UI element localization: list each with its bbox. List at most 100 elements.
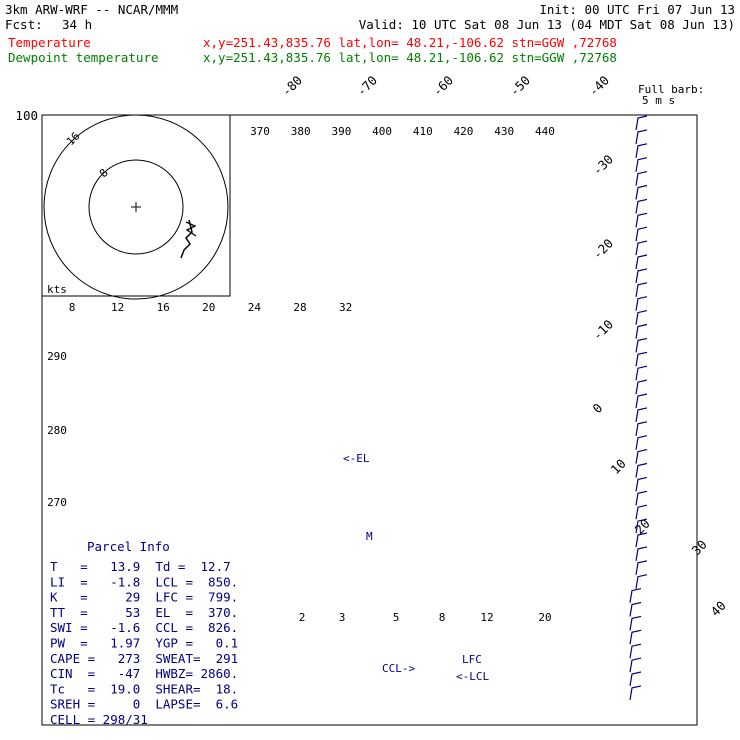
wind-barb (635, 435, 648, 450)
lcl-marker: <-LCL (456, 670, 489, 683)
theta-left-label: 280 (47, 424, 67, 437)
isotherm-label: -30 (590, 152, 617, 179)
wind-barb (635, 476, 648, 492)
parcel-info-row: CELL = 298/31 (50, 712, 148, 727)
m-marker: M (366, 530, 373, 543)
valid-time: Valid: 10 UTC Sat 08 Jun 13 (04 MDT Sat … (359, 17, 735, 32)
wind-barb (629, 657, 642, 673)
wind-barb (635, 532, 648, 548)
mixing-ratio-label: 12 (480, 611, 493, 624)
wind-barb (635, 490, 648, 506)
isotherm-label: -70 (354, 73, 381, 100)
mixing-ratio-label: 5 (393, 611, 400, 624)
wind-barb (635, 212, 648, 228)
parcel-info-row: T = 13.9 Td = 12.7 (50, 559, 231, 574)
theta-label: 430 (494, 125, 514, 138)
speed-scale-label: 12 (111, 301, 124, 314)
theta-label: 380 (291, 125, 311, 138)
wind-barb (635, 282, 648, 297)
temperature-location: x,y=251.43,835.76 lat,lon= 48.21,-106.62… (203, 35, 617, 50)
wind-barb (629, 671, 642, 687)
isotherm-label: 40 (708, 598, 729, 619)
isotherm-label: -50 (507, 73, 534, 100)
dewpoint-location: x,y=251.43,835.76 lat,lon= 48.21,-106.62… (203, 50, 617, 65)
mixing-ratio-label: 8 (439, 611, 446, 624)
wind-barb (635, 574, 648, 589)
wind-barb (629, 685, 642, 700)
speed-scale-label: 8 (69, 301, 76, 314)
speed-scale-label: 16 (157, 301, 170, 314)
isotherm-label: -20 (590, 236, 617, 263)
speed-scale-label: 20 (202, 301, 215, 314)
wind-barb (635, 421, 648, 436)
isotherm-label: -40 (586, 73, 613, 100)
theta-label: 400 (372, 125, 392, 138)
pressure-tick-label: 100 (15, 108, 38, 123)
wind-barb (635, 254, 648, 270)
wind-barb (629, 629, 642, 645)
theta-label: 440 (535, 125, 555, 138)
wind-barb (635, 393, 648, 409)
wind-barb (635, 268, 648, 283)
parcel-info-panel: Parcel Info T = 13.9 Td = 12.7LI = -1.8 … (42, 536, 238, 727)
theta-label: 390 (331, 125, 351, 138)
parcel-info-row: SWI = -1.6 CCL = 826. (50, 620, 238, 635)
hodograph-trace (185, 221, 197, 237)
wind-barb (635, 407, 648, 422)
wind-barb (635, 518, 648, 534)
wind-barb (635, 296, 648, 311)
wind-barb (635, 323, 648, 339)
wind-barb (635, 310, 648, 325)
wind-barb (635, 337, 648, 353)
parcel-info-title: Parcel Info (87, 539, 170, 554)
plot-frame (41, 114, 698, 726)
wind-barb (635, 157, 648, 172)
parcel-info-row: LI = -1.8 LCL = 850. (50, 574, 238, 589)
parcel-info-row: Tc = 19.0 SHEAR= 18. (50, 681, 238, 696)
forecast-label: Fcst: (5, 17, 43, 32)
wind-barb (635, 198, 648, 214)
wind-barb (635, 115, 648, 131)
wind-barb (635, 560, 648, 575)
wind-barb (635, 143, 648, 158)
wind-barb (635, 184, 648, 200)
wind-barb (635, 379, 648, 395)
theta-left-label: 270 (47, 496, 67, 509)
isotherm-label: 10 (608, 456, 629, 477)
speed-scale-label: 24 (248, 301, 262, 314)
wind-barbs (629, 115, 648, 700)
parcel-info-row: CAPE = 273 SWEAT= 291 (50, 651, 238, 666)
model-title: 3km ARW-WRF -- NCAR/MMM (5, 2, 178, 17)
hodograph-ring-inner (88, 159, 184, 255)
wind-barb (635, 504, 648, 520)
isotherm-label: -10 (590, 317, 617, 344)
wind-barb (635, 365, 648, 381)
theta-label: 420 (454, 125, 474, 138)
wind-barb (635, 462, 648, 478)
isotherm-label: -80 (279, 73, 306, 100)
wind-barb (629, 643, 642, 659)
kts-label: kts (47, 283, 67, 296)
mixing-ratio-label: 20 (538, 611, 551, 624)
dewpoint-legend: Dewpoint temperature (8, 50, 159, 65)
theta-label: 370 (250, 125, 270, 138)
mixing-ratio-label: 3 (339, 611, 346, 624)
mixing-ratio-label: 2 (299, 611, 306, 624)
temperature-legend: Temperature (8, 35, 91, 50)
wind-barb (635, 546, 648, 561)
theta-label: 410 (413, 125, 433, 138)
barb-legend-label: Full barb: (638, 83, 704, 96)
hodograph-trace (180, 219, 193, 259)
speed-scale-label: 28 (293, 301, 306, 314)
wind-barb (635, 226, 648, 242)
isotherm-label: -60 (430, 73, 457, 100)
wind-barb (629, 615, 642, 631)
wind-barb (635, 129, 648, 144)
wind-barb (635, 171, 648, 186)
wind-barb (629, 601, 642, 617)
wind-barb (629, 588, 642, 603)
isotherm-label: 0 (590, 400, 606, 416)
ccl-marker: CCL-> (382, 662, 415, 675)
barb-legend-speed: 5 m s (642, 94, 675, 107)
parcel-info-row: TT = 53 EL = 370. (50, 605, 238, 620)
